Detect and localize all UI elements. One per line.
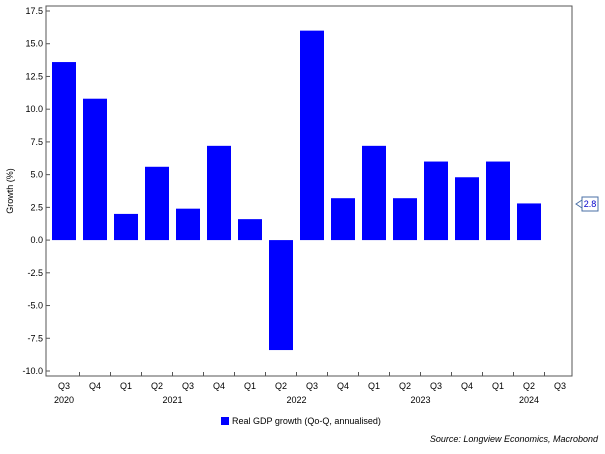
bar bbox=[83, 98, 107, 241]
y-tick-label: -5.0 bbox=[27, 301, 43, 311]
x-tick-label: Q4 bbox=[337, 381, 349, 391]
x-tick-label: Q3 bbox=[182, 381, 194, 391]
x-tick-label: Q2 bbox=[399, 381, 411, 391]
callout-box bbox=[581, 196, 599, 212]
x-tick-label: Q3 bbox=[430, 381, 442, 391]
bar bbox=[269, 240, 293, 351]
y-tick-label: 17.5 bbox=[25, 6, 43, 16]
legend-label: Real GDP growth (Qo-Q, annualised) bbox=[232, 416, 381, 426]
x-tick-label: Q2 bbox=[151, 381, 163, 391]
bar bbox=[362, 145, 386, 241]
x-tick-label: Q3 bbox=[554, 381, 566, 391]
bars bbox=[52, 30, 541, 351]
last-value-callout: 2.8 bbox=[575, 196, 599, 212]
source-note: Source: Longview Economics, Macrobond bbox=[430, 434, 599, 444]
x-year-label: 2021 bbox=[162, 395, 182, 405]
y-tick-label: 10.0 bbox=[25, 104, 43, 114]
x-tick-label: Q2 bbox=[523, 381, 535, 391]
bar bbox=[424, 161, 448, 241]
y-tick-label: -2.5 bbox=[27, 268, 43, 278]
bar bbox=[207, 145, 231, 241]
x-tick-label: Q1 bbox=[244, 381, 256, 391]
bar bbox=[331, 198, 355, 241]
x-tick-label: Q2 bbox=[275, 381, 287, 391]
y-tick-label: 5.0 bbox=[30, 170, 43, 180]
legend: Real GDP growth (Qo-Q, annualised) bbox=[221, 416, 381, 426]
x-year-label: 2020 bbox=[54, 395, 74, 405]
bar bbox=[176, 208, 200, 241]
y-tick-label: 0.0 bbox=[30, 235, 43, 245]
y-axis-label: Growth (%) bbox=[5, 168, 15, 214]
bar bbox=[486, 161, 510, 241]
x-tick-label: Q4 bbox=[461, 381, 473, 391]
x-tick-label: Q1 bbox=[492, 381, 504, 391]
bar bbox=[238, 219, 262, 241]
x-year-label: 2023 bbox=[410, 395, 430, 405]
x-tick-label: Q1 bbox=[368, 381, 380, 391]
y-tick-label: 2.5 bbox=[30, 202, 43, 212]
x-tick-label: Q4 bbox=[89, 381, 101, 391]
y-tick-label: -10.0 bbox=[22, 366, 43, 376]
bar bbox=[393, 198, 417, 241]
x-year-label: 2024 bbox=[519, 395, 539, 405]
y-tick-label: 7.5 bbox=[30, 137, 43, 147]
x-tick-label: Q1 bbox=[120, 381, 132, 391]
plot-frame bbox=[45, 5, 573, 377]
x-year-label: 2022 bbox=[286, 395, 306, 405]
bar bbox=[455, 177, 479, 241]
x-tick-label: Q3 bbox=[306, 381, 318, 391]
y-tick-label: -7.5 bbox=[27, 333, 43, 343]
bar bbox=[52, 62, 76, 241]
legend-swatch bbox=[221, 417, 229, 425]
callout-value: 2.8 bbox=[584, 199, 597, 209]
bar bbox=[145, 166, 169, 241]
y-axis: 17.5 15.0 12.5 10.0 7.5 5.0 2.5 0.0 -2.5 -5.0 -7.5… bbox=[22, 6, 50, 376]
x-axis: Q3 Q4 Q1 Q2 Q3 Q4 Q1 Q2 Q3 Q4 Q1 Q2 Q3 Q4 Q1 Q2 Q3 2020 20… bbox=[54, 372, 566, 405]
bar bbox=[300, 30, 324, 241]
callout-pointer bbox=[575, 199, 583, 209]
y-tick-label: 15.0 bbox=[25, 39, 43, 49]
x-tick-label: Q4 bbox=[213, 381, 225, 391]
x-tick-label: Q3 bbox=[58, 381, 70, 391]
bar bbox=[517, 203, 541, 241]
y-tick-label: 12.5 bbox=[25, 71, 43, 81]
bar bbox=[114, 213, 138, 241]
